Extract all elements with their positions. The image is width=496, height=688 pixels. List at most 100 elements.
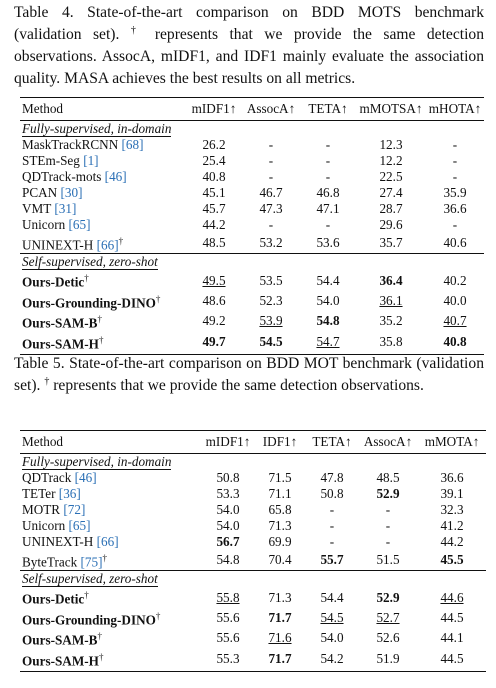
method-cell: STEm-Seg [1] [20,153,186,169]
value-cell: - [300,153,356,169]
citation: [46] [104,169,127,184]
method-cell: Ours-SAM-B† [20,628,202,648]
value: 36.4 [379,272,403,288]
method-name: STEm-Seg [22,153,80,168]
value: 44.2 [202,217,226,232]
value-cell: 54.2 [306,648,358,672]
value: - [452,137,458,152]
column-header: IDF1↑ [254,430,306,454]
value: 35.7 [379,235,403,251]
value: 52.9 [376,589,400,605]
value-cell: 44.6 [418,587,486,607]
value: - [329,518,335,533]
value-cell: - [242,137,300,153]
value-cell: 41.2 [418,518,486,534]
data-row: MOTR [72] 54.0 65.8 - - 32.3 [20,502,486,518]
method-name: Ours-Grounding-DINO [22,295,156,311]
column-header: mMOTA↑ [418,430,486,454]
value-cell: 55.3 [202,648,254,672]
value: 54.5 [259,333,283,349]
value-cell: 40.7 [426,311,484,331]
value-cell: - [242,217,300,233]
value-cell: - [306,518,358,534]
value-cell: 44.5 [418,648,486,672]
value: 40.0 [443,292,467,308]
value: 50.8 [216,470,240,485]
method-cell: QDTrack-mots [46] [20,169,186,185]
value-cell: 52.3 [242,291,300,311]
value: - [268,153,274,168]
value: 26.2 [202,137,226,152]
method-cell: MaskTrackRCNN [68] [20,137,186,153]
value: 52.6 [376,630,400,646]
value: 35.9 [443,185,467,200]
value: 52.3 [259,292,283,308]
value: 71.7 [268,650,292,666]
value-cell: 52.9 [358,486,418,502]
value: - [268,217,274,232]
value-cell: 22.5 [356,169,426,185]
citation: [65] [68,217,91,232]
value: 51.9 [376,650,400,666]
value-cell: 55.6 [202,608,254,628]
value-cell: 52.9 [358,587,418,607]
value-cell: - [358,518,418,534]
value-cell: 54.8 [202,550,254,571]
value-cell: 35.2 [356,311,426,331]
data-row: ByteTrack [75]† 54.8 70.4 55.7 51.5 45.5 [20,550,486,571]
method-cell: Unicorn [65] [20,217,186,233]
value: 40.7 [443,313,467,329]
column-header: mIDF1↑ [202,430,254,454]
method-name: QDTrack-mots [22,169,102,184]
value-cell: 71.6 [254,628,306,648]
method-cell: ByteTrack [75]† [20,550,202,571]
value-cell: 53.6 [300,233,356,254]
value-cell: - [426,153,484,169]
value-cell: - [300,169,356,185]
value: 36.1 [379,292,403,308]
method-name: MOTR [22,502,61,517]
value: 29.6 [379,217,403,232]
value-cell: 40.0 [426,291,484,311]
value-cell: 44.1 [418,628,486,648]
value-cell: 36.6 [426,201,484,217]
method-cell: UNINEXT-H [66]† [20,233,186,254]
value: 54.4 [320,589,344,605]
citation: [68] [121,137,144,152]
header-row: Method mIDF1↑ IDF1↑ TETA↑ AssocA↑ mMOTA↑ [20,430,486,454]
value-cell: 25.4 [186,153,242,169]
value-cell: 39.1 [418,486,486,502]
method-name: Unicorn [22,217,66,232]
value: 28.7 [379,201,403,216]
value: 46.8 [316,185,340,200]
value-cell: 28.7 [356,201,426,217]
value: 45.1 [202,185,226,200]
group-row: Fully-supervised, in-domain [20,121,484,137]
value: 54.5 [320,609,344,625]
value-cell: 54.8 [300,311,356,331]
value-cell: 54.4 [300,270,356,290]
value: 12.3 [379,137,403,152]
value: 53.9 [259,313,283,329]
value-cell: - [242,153,300,169]
data-row: STEm-Seg [1] 25.4 - - 12.2 - [20,153,484,169]
value-cell: 50.8 [306,486,358,502]
value-cell: 52.7 [358,608,418,628]
value-cell: 47.3 [242,201,300,217]
method-name: Ours-Detic [22,274,85,290]
value-cell: 44.2 [186,217,242,233]
value: 54.8 [316,313,340,329]
value-cell: 48.5 [358,470,418,486]
value-cell: 45.7 [186,201,242,217]
value: 50.8 [320,486,344,501]
value: 49.2 [202,313,226,329]
citation: [31] [54,201,77,216]
value-cell: 40.6 [426,233,484,254]
value-cell: 54.0 [202,502,254,518]
value: - [329,502,335,517]
value: 55.8 [216,589,240,605]
value: 71.1 [268,486,292,501]
value: 53.5 [259,272,283,288]
value: 44.6 [440,589,464,605]
group-label: Fully-supervised, in-domain [22,454,172,470]
